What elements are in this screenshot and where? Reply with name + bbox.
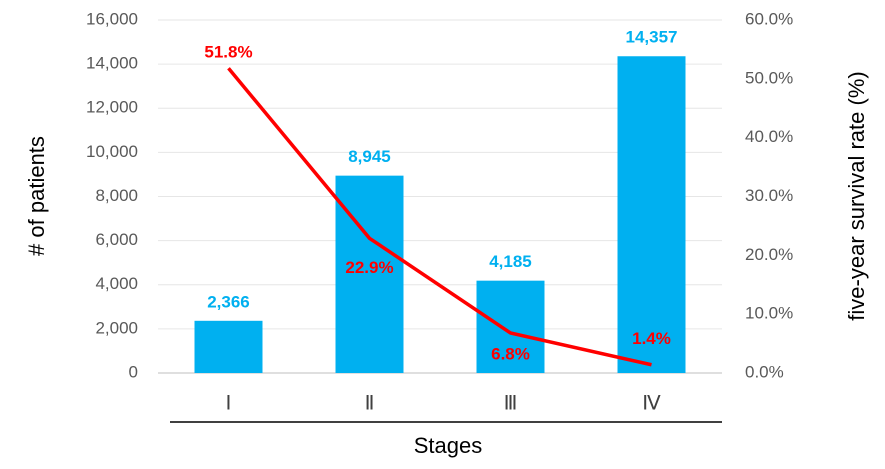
x-axis-title: Stages (414, 433, 483, 458)
bar (476, 280, 545, 373)
y-tick-label: 12,000 (86, 98, 138, 117)
y2-tick-label: 10.0% (745, 304, 793, 323)
y-tick-label: 16,000 (86, 9, 138, 28)
y-tick-label: 6,000 (95, 230, 138, 249)
x-tick-label: Ⅰ (226, 393, 232, 415)
x-tick-label: Ⅳ (642, 393, 661, 415)
y2-tick-label: 40.0% (745, 127, 793, 146)
bar-value-label: 8,945 (348, 147, 391, 166)
y2-tick-label: 50.0% (745, 68, 793, 87)
y2-tick-label: 0.0% (745, 362, 784, 381)
y2-tick-label: 30.0% (745, 186, 793, 205)
survival-line (227, 67, 652, 367)
y2-tick-label: 60.0% (745, 9, 793, 28)
y-axis-title: # of patients (24, 136, 49, 256)
y2-tick-label: 20.0% (745, 245, 793, 264)
bar (194, 320, 263, 373)
x-tick-label: Ⅱ (365, 393, 375, 415)
y2-axis-title: five-year survival rate (%) (844, 71, 869, 320)
line-value-label: 6.8% (491, 344, 530, 363)
y-tick-label: 8,000 (95, 186, 138, 205)
line-value-label: 22.9% (345, 258, 393, 277)
bar-value-label: 2,366 (207, 292, 250, 311)
y-tick-label: 4,000 (95, 274, 138, 293)
bar (617, 56, 686, 373)
y-tick-label: 14,000 (86, 54, 138, 73)
bar-value-label: 4,185 (489, 252, 532, 271)
line-value-label: 1.4% (632, 329, 671, 348)
x-tick-label: Ⅲ (504, 393, 518, 415)
y-tick-label: 10,000 (86, 142, 138, 161)
line-value-label: 51.8% (204, 43, 252, 62)
y-tick-label: 2,000 (95, 318, 138, 337)
bar-value-label: 14,357 (626, 28, 678, 47)
y-tick-label: 0 (129, 362, 138, 381)
